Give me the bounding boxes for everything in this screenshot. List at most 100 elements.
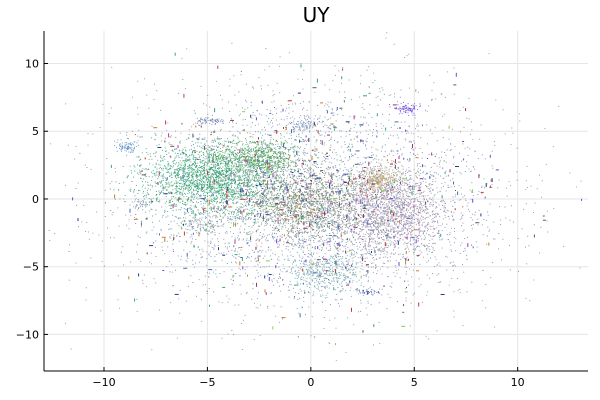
data-point	[151, 186, 153, 188]
data-point	[330, 205, 332, 207]
data-point	[225, 214, 226, 216]
data-point	[433, 242, 435, 244]
data-point	[196, 172, 198, 173]
data-point	[215, 159, 217, 161]
data-point	[226, 182, 228, 183]
data-point	[272, 238, 274, 240]
data-point	[203, 191, 205, 192]
data-point	[204, 138, 206, 140]
data-point	[294, 211, 295, 213]
data-point	[192, 168, 194, 170]
data-point	[310, 191, 312, 193]
data-point	[243, 153, 245, 155]
data-point	[214, 180, 216, 181]
data-point	[244, 148, 246, 149]
data-point	[289, 176, 291, 178]
data-point	[296, 146, 298, 148]
data-point	[233, 189, 235, 191]
data-point	[360, 214, 362, 216]
data-point	[226, 162, 228, 164]
data-point	[294, 213, 296, 215]
data-point	[179, 185, 180, 187]
data-point	[232, 140, 234, 142]
data-point	[234, 160, 236, 161]
data-point	[246, 196, 248, 198]
data-point	[167, 165, 169, 167]
data-point	[385, 214, 387, 216]
data-point	[207, 188, 209, 190]
data-point	[427, 186, 429, 188]
data-point	[154, 175, 156, 177]
data-point	[329, 193, 331, 195]
data-point	[371, 216, 373, 218]
data-point	[268, 175, 270, 177]
data-point	[229, 151, 231, 153]
data-point	[280, 223, 282, 225]
data-point	[275, 149, 277, 151]
data-point	[309, 204, 311, 206]
data-point	[210, 186, 212, 188]
data-point	[223, 211, 225, 213]
data-point	[262, 167, 264, 169]
data-point	[291, 207, 292, 209]
data-point	[279, 161, 281, 163]
data-point	[256, 168, 258, 170]
data-point	[145, 176, 147, 178]
data-point	[188, 198, 189, 200]
data-point	[177, 173, 178, 175]
data-point	[220, 170, 222, 172]
data-point	[342, 209, 344, 210]
data-point	[314, 193, 316, 195]
data-point	[201, 179, 203, 181]
data-point	[178, 173, 179, 175]
data-point	[200, 173, 202, 175]
data-point	[273, 158, 275, 160]
data-point	[280, 168, 282, 170]
data-point	[220, 189, 222, 191]
data-point	[319, 236, 321, 238]
data-point	[289, 180, 291, 182]
data-point	[235, 147, 237, 149]
data-point	[291, 143, 293, 145]
data-point	[214, 187, 216, 189]
data-point	[284, 193, 286, 195]
data-point	[355, 192, 357, 194]
data-point	[309, 166, 311, 168]
data-point	[301, 202, 303, 203]
data-point	[204, 168, 205, 170]
data-point	[255, 174, 257, 176]
data-point	[212, 167, 213, 168]
data-point	[372, 186, 374, 188]
data-point	[195, 166, 197, 168]
data-point	[240, 167, 242, 169]
data-point	[333, 238, 334, 240]
data-point	[306, 178, 308, 180]
data-point	[254, 147, 256, 149]
data-point	[236, 164, 238, 166]
data-point	[261, 129, 263, 131]
data-point	[223, 172, 225, 174]
data-point	[241, 159, 243, 161]
data-point	[178, 225, 180, 227]
data-point	[186, 203, 188, 205]
data-point	[333, 208, 335, 210]
data-point	[185, 172, 187, 174]
data-point	[176, 172, 178, 174]
data-point	[217, 172, 219, 174]
data-point	[325, 200, 327, 202]
data-point	[286, 132, 288, 134]
data-point	[179, 179, 181, 181]
data-point	[333, 202, 335, 204]
data-point	[404, 241, 406, 243]
data-point	[202, 178, 204, 180]
data-point	[379, 257, 381, 259]
data-point	[293, 191, 295, 193]
data-point	[191, 176, 193, 177]
data-point	[240, 169, 242, 171]
data-point	[218, 143, 219, 145]
data-point	[245, 215, 247, 217]
data-point	[325, 217, 327, 219]
data-point	[237, 186, 239, 188]
data-point	[280, 143, 282, 145]
data-point	[169, 191, 171, 193]
